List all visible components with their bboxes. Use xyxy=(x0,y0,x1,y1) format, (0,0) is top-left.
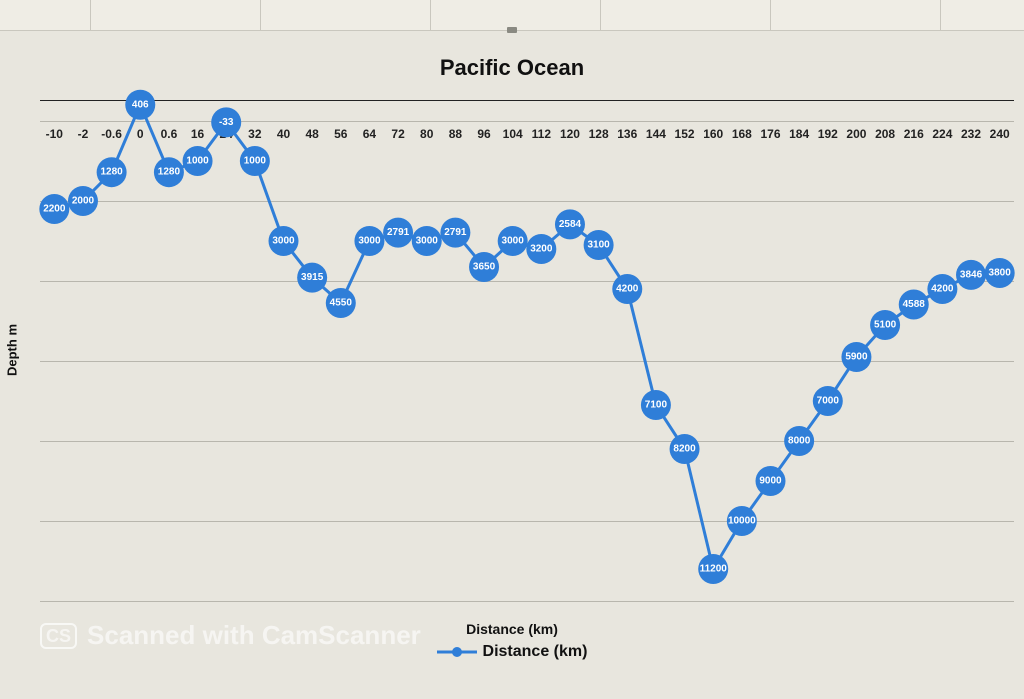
data-marker-label: 8200 xyxy=(673,444,696,455)
cell-separator xyxy=(770,0,771,30)
data-marker-label: 406 xyxy=(132,99,149,110)
data-marker[interactable]: 1000 xyxy=(183,146,213,176)
data-marker[interactable]: 3200 xyxy=(526,234,556,264)
data-marker-label: 2584 xyxy=(559,219,582,230)
chart-frame: Pacific Ocean Depth m -10-2-0.600.616243… xyxy=(0,0,1024,699)
data-marker[interactable]: 5100 xyxy=(870,310,900,340)
data-marker-label: 3000 xyxy=(272,236,295,247)
data-marker[interactable]: 2791 xyxy=(440,218,470,248)
data-marker[interactable]: 4200 xyxy=(612,274,642,304)
data-marker[interactable]: 3846 xyxy=(956,260,986,290)
scanner-watermark: CS Scanned with CamScanner xyxy=(40,620,421,651)
data-marker-label: 4200 xyxy=(616,284,639,295)
data-marker[interactable]: 7000 xyxy=(813,386,843,416)
data-marker-label: 1000 xyxy=(244,156,267,167)
data-marker[interactable]: 11200 xyxy=(698,554,728,584)
legend-label: Distance (km) xyxy=(483,643,588,660)
data-marker-label: 3000 xyxy=(416,236,439,247)
data-marker-label: 8000 xyxy=(788,436,811,447)
data-marker-label: 1280 xyxy=(158,167,181,178)
data-marker[interactable]: 1280 xyxy=(154,157,184,187)
data-marker[interactable]: 3000 xyxy=(354,226,384,256)
data-marker[interactable]: 3000 xyxy=(498,226,528,256)
cell-separator xyxy=(600,0,601,30)
data-marker[interactable]: 3100 xyxy=(584,230,614,260)
data-marker[interactable]: 406 xyxy=(125,90,155,120)
data-marker-label: 3000 xyxy=(358,236,381,247)
data-marker[interactable]: 7100 xyxy=(641,390,671,420)
data-marker[interactable]: -33 xyxy=(211,107,241,137)
column-resize-handle-icon[interactable] xyxy=(507,27,517,33)
data-marker[interactable]: 3915 xyxy=(297,263,327,293)
gridline xyxy=(40,601,1014,602)
data-marker-label: 1280 xyxy=(100,167,123,178)
data-marker-label: 3915 xyxy=(301,272,324,283)
data-marker-label: 5100 xyxy=(874,320,897,331)
data-marker[interactable]: 2200 xyxy=(39,194,69,224)
data-marker[interactable]: 5900 xyxy=(841,342,871,372)
data-marker-label: 2200 xyxy=(43,204,66,215)
data-marker[interactable]: 2000 xyxy=(68,186,98,216)
data-marker-label: 7000 xyxy=(817,396,840,407)
cell-separator xyxy=(90,0,91,30)
data-marker[interactable]: 3000 xyxy=(412,226,442,256)
data-marker-label: 3800 xyxy=(989,268,1012,279)
chart-title: Pacific Ocean xyxy=(0,55,1024,81)
legend-marker-icon xyxy=(437,645,477,659)
data-marker[interactable]: 9000 xyxy=(756,466,786,496)
data-marker-label: 2791 xyxy=(387,227,410,238)
data-marker[interactable]: 4200 xyxy=(927,274,957,304)
y-axis-title: Depth m xyxy=(5,324,20,376)
data-marker-label: 9000 xyxy=(759,476,782,487)
data-marker-label: 4588 xyxy=(903,299,926,310)
data-marker[interactable]: 4550 xyxy=(326,288,356,318)
plot-area: -10-2-0.600.6162432404856647280889610411… xyxy=(40,100,1014,601)
data-marker[interactable]: 3000 xyxy=(269,226,299,256)
data-marker-label: 2000 xyxy=(72,196,95,207)
data-marker[interactable]: 2791 xyxy=(383,218,413,248)
watermark-text: Scanned with CamScanner xyxy=(87,620,421,651)
data-marker-label: 3000 xyxy=(502,236,525,247)
cell-separator xyxy=(430,0,431,30)
data-marker-label: 11200 xyxy=(700,564,728,575)
data-marker[interactable]: 2584 xyxy=(555,209,585,239)
data-marker[interactable]: 3650 xyxy=(469,252,499,282)
data-marker-label: 7100 xyxy=(645,400,668,411)
data-marker-label: 5900 xyxy=(845,352,868,363)
data-marker-label: 3846 xyxy=(960,269,983,280)
data-marker-label: 3100 xyxy=(587,240,610,251)
data-marker-label: 3650 xyxy=(473,262,496,273)
line-series: 2200 2000 1280 406 1280 1000 -33 1000 3000 3915 45… xyxy=(40,101,1014,601)
data-marker[interactable]: 4588 xyxy=(899,290,929,320)
camscanner-badge-icon: CS xyxy=(40,623,77,649)
data-marker[interactable]: 8000 xyxy=(784,426,814,456)
cell-separator xyxy=(940,0,941,30)
data-marker[interactable]: 8200 xyxy=(670,434,700,464)
data-marker-label: 3200 xyxy=(530,244,553,255)
data-marker-label: 1000 xyxy=(186,156,209,167)
data-marker-label: 4550 xyxy=(330,298,353,309)
cell-separator xyxy=(260,0,261,30)
data-marker-label: 2791 xyxy=(444,227,467,238)
data-marker[interactable]: 1000 xyxy=(240,146,270,176)
data-marker[interactable]: 1280 xyxy=(97,157,127,187)
data-marker[interactable]: 10000 xyxy=(727,506,757,536)
data-marker-label: 10000 xyxy=(728,516,756,527)
data-marker-label: 4200 xyxy=(931,284,954,295)
data-marker-label: -33 xyxy=(219,117,234,128)
data-marker[interactable]: 3800 xyxy=(985,258,1015,288)
